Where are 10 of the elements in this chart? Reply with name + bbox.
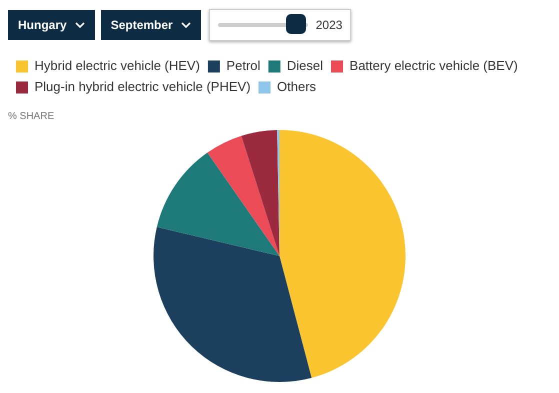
legend-label: Petrol: [226, 58, 261, 74]
text: % SHARE: [8, 110, 54, 122]
text: 2023: [316, 18, 342, 32]
text: Hungary: [18, 18, 67, 32]
legend-label: Plug-in hybrid electric vehicle (PHEV): [34, 79, 251, 94]
legend-label: Diesel: [286, 58, 324, 74]
legend-label: Battery electric vehicle (BEV): [350, 58, 518, 74]
legend-label: Others: [277, 79, 317, 94]
text: September: [110, 18, 173, 32]
legend-label: Hybrid electric vehicle (HEV): [34, 58, 200, 74]
